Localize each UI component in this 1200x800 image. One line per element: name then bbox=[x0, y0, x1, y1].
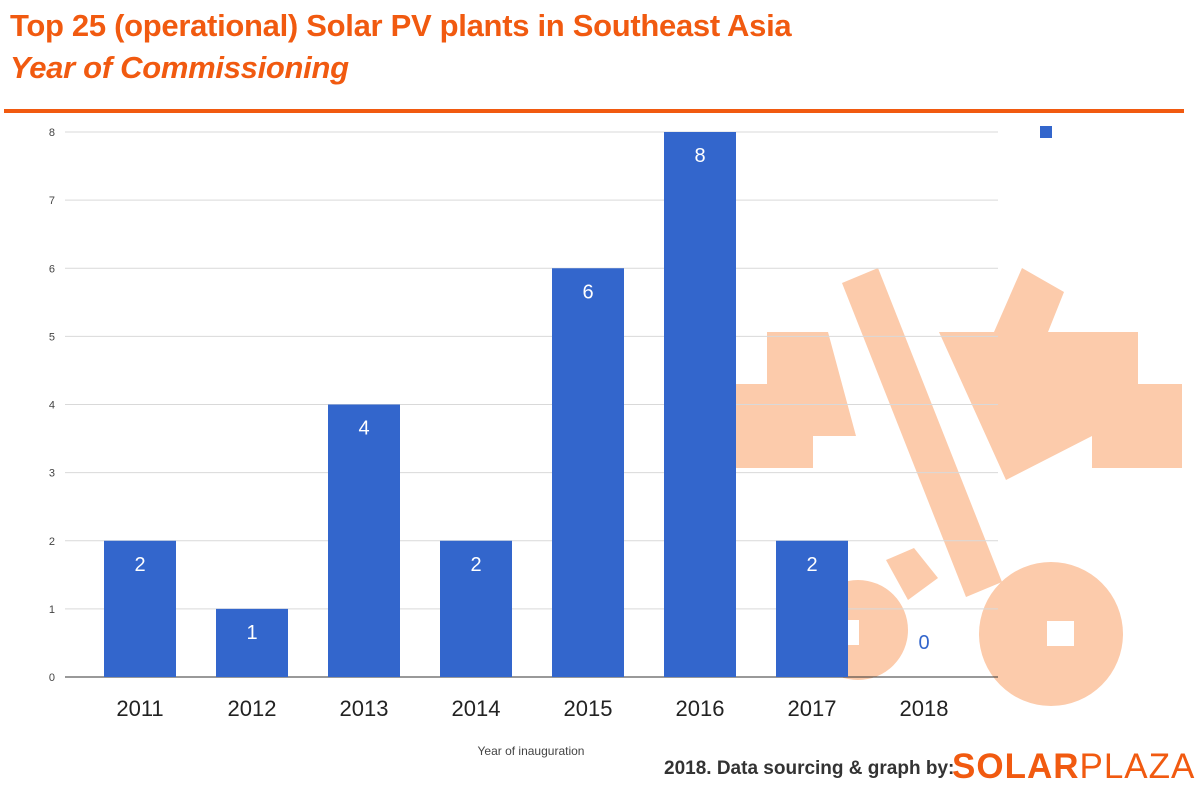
bar-data-label: 1 bbox=[246, 622, 257, 644]
x-tick-label: 2018 bbox=[900, 696, 949, 721]
bar-data-label: 2 bbox=[470, 554, 481, 576]
y-tick-label: 6 bbox=[49, 263, 55, 275]
y-tick-label: 2 bbox=[49, 536, 55, 548]
bar-data-label: 8 bbox=[694, 145, 705, 167]
y-axis-ticks: 0 1 2 3 4 5 6 7 8 bbox=[49, 127, 55, 684]
watermark-ring-right-hole bbox=[1047, 621, 1074, 646]
y-tick-label: 7 bbox=[49, 195, 55, 207]
y-tick-label: 5 bbox=[49, 331, 55, 343]
title-divider bbox=[4, 109, 1184, 113]
page-subtitle: Year of Commissioning bbox=[10, 50, 349, 85]
watermark-block-right bbox=[939, 332, 1182, 480]
bar-data-label: 4 bbox=[358, 418, 369, 440]
x-tick-label: 2011 bbox=[116, 696, 163, 721]
legend-swatch bbox=[1040, 126, 1052, 138]
y-tick-label: 0 bbox=[49, 672, 55, 684]
bar-data-label: 2 bbox=[806, 554, 817, 576]
bar bbox=[104, 540, 176, 677]
watermark-block-left bbox=[735, 332, 856, 468]
bars: 2 1 4 2 6 8 2 0 bbox=[104, 132, 930, 677]
bar-data-label: 2 bbox=[134, 554, 145, 576]
brand-logo-bold: SOLAR bbox=[952, 747, 1080, 786]
bar bbox=[664, 132, 736, 677]
brand-logo-light: PLAZA bbox=[1079, 747, 1196, 786]
bar bbox=[776, 540, 848, 677]
x-axis-label: Year of inauguration bbox=[478, 744, 585, 758]
y-tick-label: 3 bbox=[49, 468, 55, 480]
x-tick-label: 2013 bbox=[340, 696, 389, 721]
bar bbox=[440, 540, 512, 677]
x-tick-label: 2015 bbox=[564, 696, 613, 721]
watermark-spike bbox=[994, 268, 1064, 332]
footer-credit: 2018. Data sourcing & graph by: bbox=[664, 758, 955, 779]
bar bbox=[328, 404, 400, 677]
y-tick-label: 8 bbox=[49, 127, 55, 139]
watermark-hook bbox=[886, 548, 938, 600]
brand-logo: SOLARPLAZA bbox=[952, 747, 1195, 787]
bar-data-label: 0 bbox=[918, 632, 929, 654]
page-title: Top 25 (operational) Solar PV plants in … bbox=[10, 8, 792, 43]
bar bbox=[216, 608, 288, 677]
legend bbox=[1040, 126, 1052, 138]
x-tick-label: 2012 bbox=[228, 696, 277, 721]
x-tick-label: 2014 bbox=[452, 696, 501, 721]
x-tick-label: 2016 bbox=[676, 696, 725, 721]
bar-data-label: 6 bbox=[582, 281, 593, 303]
y-tick-label: 1 bbox=[49, 604, 55, 616]
x-tick-label: 2017 bbox=[788, 696, 837, 721]
bar bbox=[552, 268, 624, 677]
x-axis-ticks: 2011 2012 2013 2014 2015 2016 2017 2018 bbox=[116, 696, 948, 721]
watermark-shaft bbox=[842, 268, 1002, 597]
watermark-ring-left-hole bbox=[846, 620, 859, 645]
y-tick-label: 4 bbox=[49, 400, 55, 412]
